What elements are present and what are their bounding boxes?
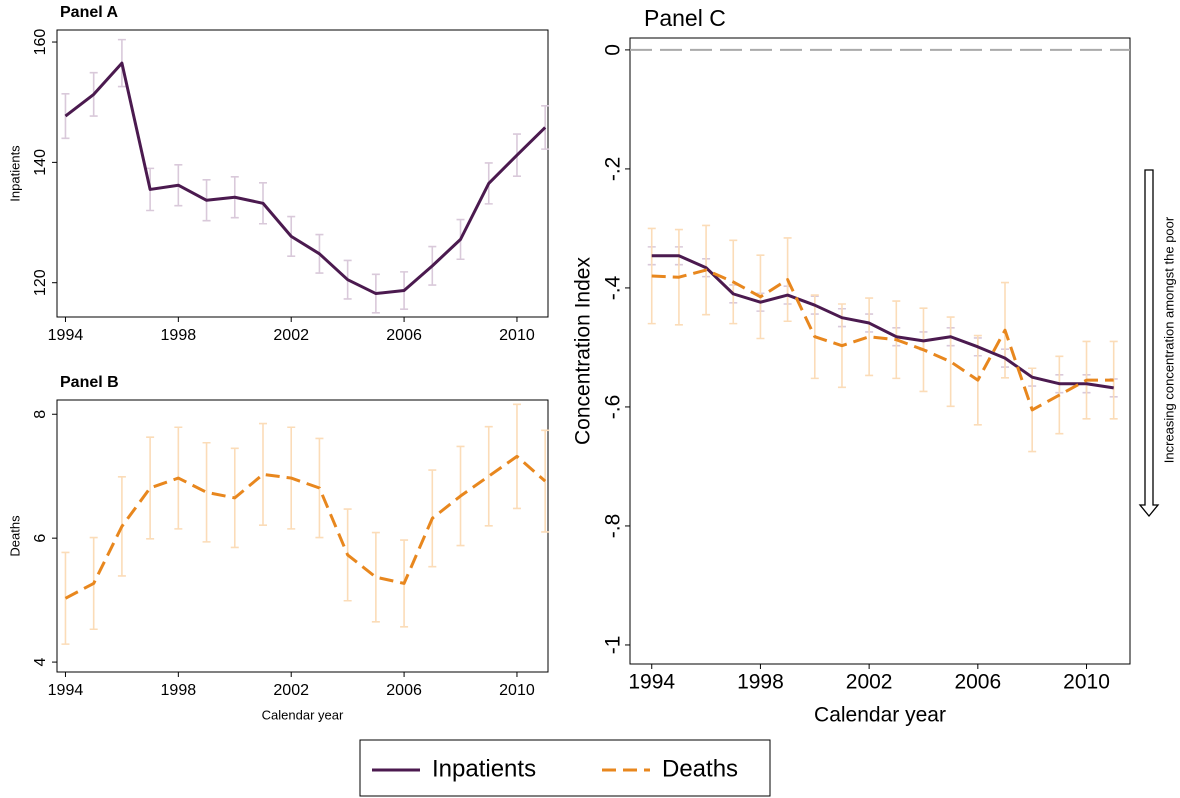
x-tick-label: 2010 [499,327,535,344]
x-tick-label: 2002 [273,327,309,344]
y-tick-label: -.4 [602,275,625,300]
error-bar [865,297,874,377]
error-bar [946,316,955,408]
legend-box [359,739,771,797]
y-tick-label: 160 [32,29,49,56]
series-line [651,254,1114,390]
series-line [64,61,547,296]
plot-frame [56,399,549,673]
x-tick-label: 1998 [737,671,784,694]
y-tick-label: 120 [32,269,49,296]
error-bar [202,441,211,543]
y-tick-label: -.2 [602,157,625,182]
legend-label: Deaths [662,755,738,782]
x-tick-label: 1994 [48,682,84,699]
x-tick-label: 2002 [273,682,309,699]
error-bar [541,429,550,533]
y-tick-label: 140 [32,149,49,176]
x-axis-label: Calendar year [814,704,946,727]
annotation: Increasing concentration amongst the poo… [1161,216,1176,463]
error-bar [61,92,70,140]
x-tick-label: 1998 [161,682,197,699]
x-tick-label: 2002 [846,671,893,694]
x-tick-label: 1994 [48,327,84,344]
y-axis-label: Deaths [7,515,22,557]
x-tick-label: 1994 [628,671,675,694]
error-bar [541,105,550,150]
panel-title: Panel C [644,5,726,31]
x-tick-label: 2006 [386,327,422,344]
x-tick-label: 1998 [161,327,197,344]
x-tick-label: 2010 [499,682,535,699]
y-tick-label: 4 [32,658,49,667]
error-bar [1109,340,1118,420]
series-line [651,268,1114,412]
plot-frame [56,29,549,318]
x-tick-label: 2006 [386,682,422,699]
error-bar [484,425,493,527]
plot-frame [629,37,1131,665]
x-tick-label: 2006 [954,671,1001,694]
error-bar [647,227,656,325]
x-tick-label: 2010 [1063,671,1110,694]
y-tick-label: 0 [602,44,625,56]
x-axis-label: Calendar year [262,707,344,722]
error-bar [258,422,267,526]
y-tick-label: -.8 [602,514,625,539]
y-axis-label: Concentration Index [572,257,595,445]
y-axis-label: Inpatients [7,145,22,202]
panel-title: Panel A [60,4,119,21]
error-bar [371,531,380,623]
legend-label: Inpatients [432,755,536,782]
y-tick-label: 8 [32,410,49,419]
error-bar [146,436,155,540]
y-tick-label: 6 [32,534,49,543]
annotation-arrow [1138,169,1160,518]
y-tick-label: -1 [602,636,625,655]
panel-title: Panel B [60,374,119,391]
series-line [64,454,547,600]
y-tick-label: -.6 [602,395,625,420]
